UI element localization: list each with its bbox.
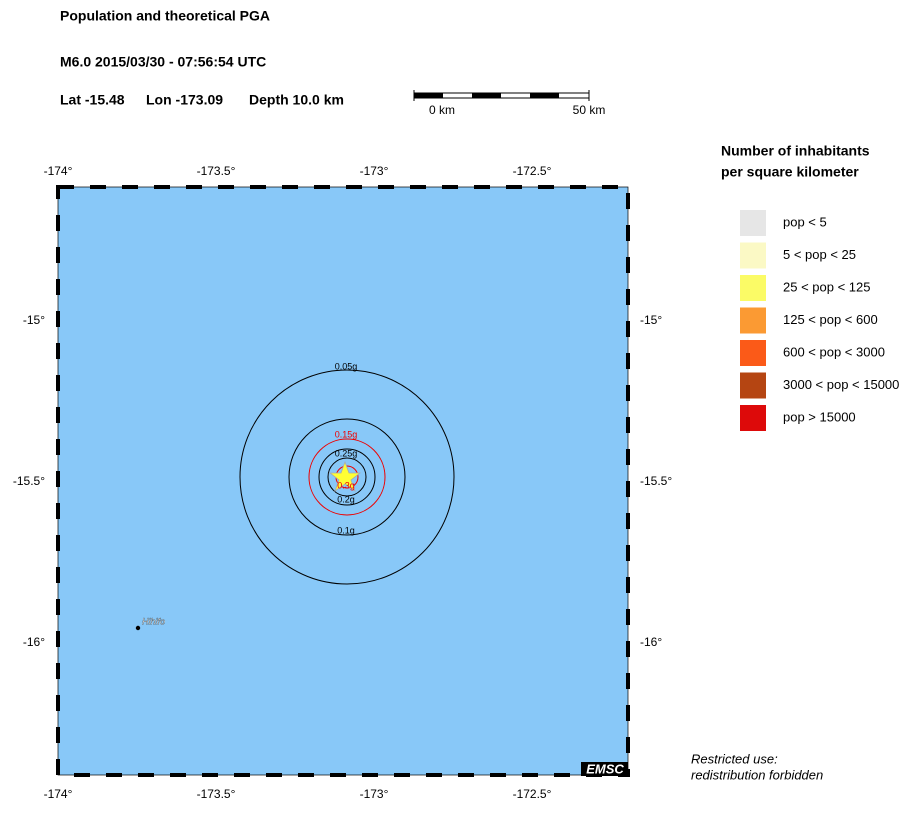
lon-label: -172.5°	[513, 164, 552, 178]
legend-label: 3000 < pop < 15000	[783, 377, 899, 392]
legend-swatch	[740, 275, 766, 301]
lon-label: -174°	[44, 787, 73, 801]
place-marker	[135, 625, 141, 631]
legend-swatch	[740, 242, 766, 269]
credit: EMSC	[586, 761, 624, 776]
title: Population and theoretical PGA	[60, 8, 270, 24]
legend-title: per square kilometer	[721, 164, 859, 180]
scale-end: 50 km	[573, 103, 606, 117]
lat-label: -16°	[640, 635, 662, 649]
scale-bar	[413, 90, 590, 101]
contour-label: 0.3g	[337, 480, 355, 490]
lon-label: -173.5°	[197, 787, 236, 801]
depth: Depth 10.0 km	[249, 92, 344, 108]
lon-label: -174°	[44, 164, 73, 178]
legend-label: 25 < pop < 125	[783, 279, 870, 294]
longitude: Lon -173.09	[146, 92, 223, 108]
notice: redistribution forbidden	[691, 767, 823, 782]
lat-label: -15°	[640, 313, 662, 327]
legend-label: pop > 15000	[783, 409, 856, 424]
scale-start: 0 km	[429, 103, 455, 117]
lat-label: -16°	[23, 635, 45, 649]
lon-label: -173.5°	[197, 164, 236, 178]
lon-label: -173°	[360, 787, 389, 801]
legend-swatch	[740, 405, 766, 431]
lon-label: -173°	[360, 164, 389, 178]
contour-label: 0.2g	[337, 494, 355, 504]
epicenter	[328, 460, 362, 493]
legend-swatch	[740, 372, 766, 399]
event-info: M6.0 2015/03/30 - 07:56:54 UTC	[60, 54, 266, 70]
legend-swatch	[740, 307, 766, 334]
contour-label: 0.05g	[335, 361, 358, 371]
contour-label: 0.15g	[335, 429, 358, 439]
legend-swatch	[740, 340, 766, 366]
lat-label: -15.5°	[640, 474, 672, 488]
latitude: Lat -15.48	[60, 92, 125, 108]
legend-swatch	[740, 210, 766, 236]
notice: Restricted use:	[691, 751, 778, 766]
pga-contours	[239, 369, 455, 585]
legend-label: 125 < pop < 600	[783, 312, 878, 327]
contour-label: 0.1g	[337, 525, 355, 535]
map-border	[57, 186, 629, 776]
lat-label: -15°	[23, 313, 45, 327]
legend-label: pop < 5	[783, 214, 827, 229]
contour-label: 0.25g	[335, 448, 358, 458]
legend-label: 600 < pop < 3000	[783, 344, 885, 359]
place-name: Hihifo	[142, 616, 165, 626]
lat-label: -15.5°	[13, 474, 45, 488]
legend-label: 5 < pop < 25	[783, 247, 856, 262]
credit-box	[581, 762, 628, 776]
legend-title: Number of inhabitants	[721, 143, 870, 159]
lon-label: -172.5°	[513, 787, 552, 801]
